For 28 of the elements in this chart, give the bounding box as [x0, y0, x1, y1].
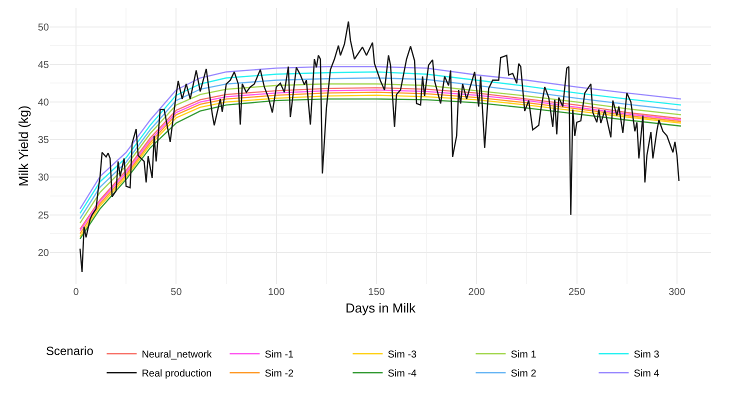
legend-label: Sim 3	[634, 350, 660, 361]
y-axis-title: Milk Yield (kg)	[16, 106, 31, 186]
legend-label: Real production	[142, 368, 212, 380]
legend-label: Sim 1	[510, 350, 537, 361]
y-tick-label: 20	[38, 248, 50, 259]
line-series	[79, 20, 680, 273]
legend-title: Scenario	[46, 344, 94, 358]
legend-label: Neural_network	[142, 350, 213, 361]
x-tick-label: 0	[73, 287, 80, 298]
legend-label: Sim -3	[388, 350, 418, 361]
y-tick-label: 35	[38, 135, 50, 146]
legend-label: Sim -1	[264, 350, 294, 361]
legend-label: Sim 4	[634, 368, 660, 380]
x-tick-label: 100	[268, 287, 286, 298]
y-tick-label: 45	[38, 60, 50, 71]
y-tick-label: 40	[38, 98, 50, 109]
legend-label: Sim -2	[264, 368, 294, 380]
y-tick-label: 25	[38, 210, 50, 222]
legend-label: Sim -4	[388, 368, 418, 380]
y-tick-label: 30	[38, 172, 50, 184]
x-tick-label: 150	[368, 287, 386, 298]
y-tick-label: 50	[38, 22, 50, 34]
x-tick-label: 300	[668, 287, 686, 298]
x-tick-label: 50	[170, 287, 182, 298]
x-tick-label: 200	[468, 287, 486, 298]
x-axis-title: Days in Milk	[345, 300, 416, 316]
legend-label: Sim 2	[510, 368, 537, 380]
x-tick-label: 250	[568, 287, 586, 298]
